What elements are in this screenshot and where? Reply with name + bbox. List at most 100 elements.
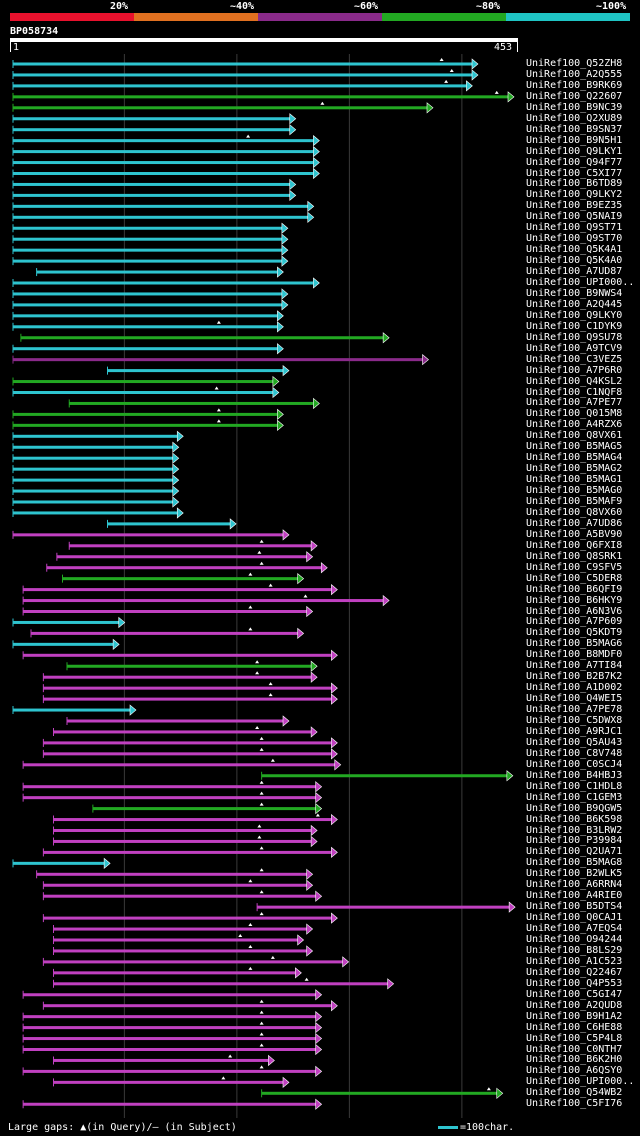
hit-name-link[interactable]: UniRef100_B5MAG1 [526, 474, 623, 486]
hit-bar[interactable] [13, 182, 290, 186]
hit-bar[interactable] [23, 993, 316, 997]
hit-name-link[interactable]: UniRef100_B9RK69 [526, 79, 623, 91]
hit-name-link[interactable]: UniRef100_B5MAG6 [526, 638, 623, 650]
hit-bar[interactable] [13, 533, 283, 537]
hit-row[interactable] [66, 715, 290, 727]
hit-row[interactable] [53, 934, 305, 946]
hit-row[interactable] [42, 693, 338, 705]
hit-name-link[interactable]: UniRef100_C5DER8 [526, 572, 623, 584]
hit-bar[interactable] [23, 796, 316, 800]
hit-name-link[interactable]: UniRef100_C0SCJ4 [526, 758, 623, 770]
hit-name-link[interactable]: UniRef100_A7P609 [526, 616, 623, 628]
hit-name-link[interactable]: UniRef100_A4RIE0 [526, 890, 623, 902]
hit-name-link[interactable]: UniRef100_B9NWS4 [526, 287, 623, 299]
hit-bar[interactable] [107, 369, 284, 373]
hit-row[interactable] [12, 233, 289, 245]
hit-bar[interactable] [53, 982, 388, 986]
hit-name-link[interactable]: UniRef100_A7UD87 [526, 266, 623, 278]
hit-bar[interactable] [23, 1048, 316, 1051]
hit-bar[interactable] [43, 1004, 332, 1008]
hit-name-link[interactable]: UniRef100_C5GI47 [526, 988, 623, 1000]
hit-bar[interactable] [13, 708, 130, 712]
hit-bar[interactable] [69, 401, 314, 405]
hit-bar[interactable] [53, 839, 312, 843]
hit-bar[interactable] [23, 763, 335, 767]
hit-bar[interactable] [13, 467, 173, 471]
hit-bar[interactable] [13, 489, 173, 493]
hit-name-link[interactable]: UniRef100_Q9LKY2 [526, 189, 623, 201]
hit-row[interactable] [261, 1087, 504, 1099]
hit-bar[interactable] [23, 1037, 316, 1041]
hit-name-link[interactable]: UniRef100_Q9LKY1 [526, 145, 623, 157]
hit-row[interactable] [12, 616, 126, 629]
hit-name-link[interactable]: UniRef100_A6QSY0 [526, 1065, 623, 1077]
hit-row[interactable] [12, 496, 180, 508]
hit-row[interactable] [53, 966, 302, 979]
hit-name-link[interactable]: UniRef100_A2QUD8 [526, 999, 623, 1011]
hit-name-link[interactable]: UniRef100_Q2XU89 [526, 112, 623, 124]
hit-name-link[interactable]: UniRef100_B9NC39 [526, 101, 623, 113]
hit-row[interactable] [12, 255, 289, 267]
hit-row[interactable] [53, 1054, 275, 1067]
hit-name-link[interactable]: UniRef100_A7PE78 [526, 704, 623, 716]
hit-row[interactable] [68, 397, 320, 410]
hit-row[interactable] [53, 813, 338, 826]
hit-name-link[interactable]: UniRef100_C8V748 [526, 747, 623, 759]
hit-name-link[interactable]: UniRef100_A7PE77 [526, 397, 623, 409]
hit-row[interactable] [22, 780, 323, 793]
hit-row[interactable] [12, 463, 180, 475]
hit-bar[interactable] [13, 128, 290, 132]
hit-name-link[interactable]: UniRef100_B6TD89 [526, 178, 623, 190]
hit-row[interactable] [68, 539, 318, 552]
hit-name-link[interactable]: UniRef100_Q9ST71 [526, 222, 623, 234]
hit-bar[interactable] [261, 1091, 497, 1095]
hit-name-link[interactable]: UniRef100_A1D002 [526, 682, 623, 694]
hit-name-link[interactable]: UniRef100_A6RRN4 [526, 879, 623, 891]
hit-bar[interactable] [13, 423, 278, 427]
hit-bar[interactable] [13, 456, 173, 460]
hit-name-link[interactable]: UniRef100_B9SN37 [526, 123, 623, 135]
hit-bar[interactable] [67, 719, 283, 723]
hit-name-link[interactable]: UniRef100_C1HDL8 [526, 780, 623, 792]
hit-bar[interactable] [23, 588, 332, 592]
hit-row[interactable] [22, 649, 338, 661]
hit-bar[interactable] [43, 741, 332, 745]
hit-name-link[interactable]: UniRef100_Q8VX60 [526, 506, 623, 518]
hit-row[interactable] [53, 1076, 290, 1088]
hit-row[interactable] [53, 835, 318, 848]
hit-row[interactable] [22, 791, 323, 804]
hit-name-link[interactable]: UniRef100_B5MAG4 [526, 452, 623, 464]
hit-row[interactable] [12, 134, 320, 147]
hit-bar[interactable] [13, 161, 314, 165]
hit-row[interactable] [22, 1043, 323, 1056]
hit-bar[interactable] [13, 391, 273, 394]
hit-name-link[interactable]: UniRef100_B9EZ35 [526, 200, 623, 212]
hit-row[interactable] [12, 857, 111, 869]
hit-row[interactable] [12, 68, 479, 81]
hit-name-link[interactable]: UniRef100_A7EQS4 [526, 923, 623, 935]
hit-bar[interactable] [13, 620, 119, 624]
hit-row[interactable] [261, 770, 514, 782]
hit-row[interactable] [20, 332, 390, 344]
hit-name-link[interactable]: UniRef100_B6QFI9 [526, 583, 623, 595]
hit-name-link[interactable]: UniRef100_A7P6R0 [526, 364, 623, 376]
hit-bar[interactable] [53, 927, 307, 931]
hit-row[interactable] [12, 167, 320, 180]
hit-name-link[interactable]: UniRef100_Q5K4A1 [526, 244, 623, 256]
hit-bar[interactable] [13, 226, 282, 230]
hit-row[interactable] [12, 507, 184, 519]
hit-bar[interactable] [13, 478, 173, 482]
hit-row[interactable] [12, 79, 473, 92]
hit-row[interactable] [42, 999, 338, 1012]
hit-name-link[interactable]: UniRef100_A7UD86 [526, 517, 623, 529]
hit-bar[interactable] [13, 325, 278, 329]
hit-row[interactable] [62, 572, 305, 585]
hit-name-link[interactable]: UniRef100_Q5NAI9 [526, 211, 623, 223]
hit-row[interactable] [12, 375, 280, 388]
hit-name-link[interactable]: UniRef100_Q9LKY0 [526, 309, 623, 321]
hit-bar[interactable] [36, 270, 278, 274]
hit-row[interactable] [12, 343, 284, 355]
hit-bar[interactable] [53, 818, 332, 822]
hit-row[interactable] [42, 846, 338, 859]
hit-bar[interactable] [13, 193, 290, 197]
